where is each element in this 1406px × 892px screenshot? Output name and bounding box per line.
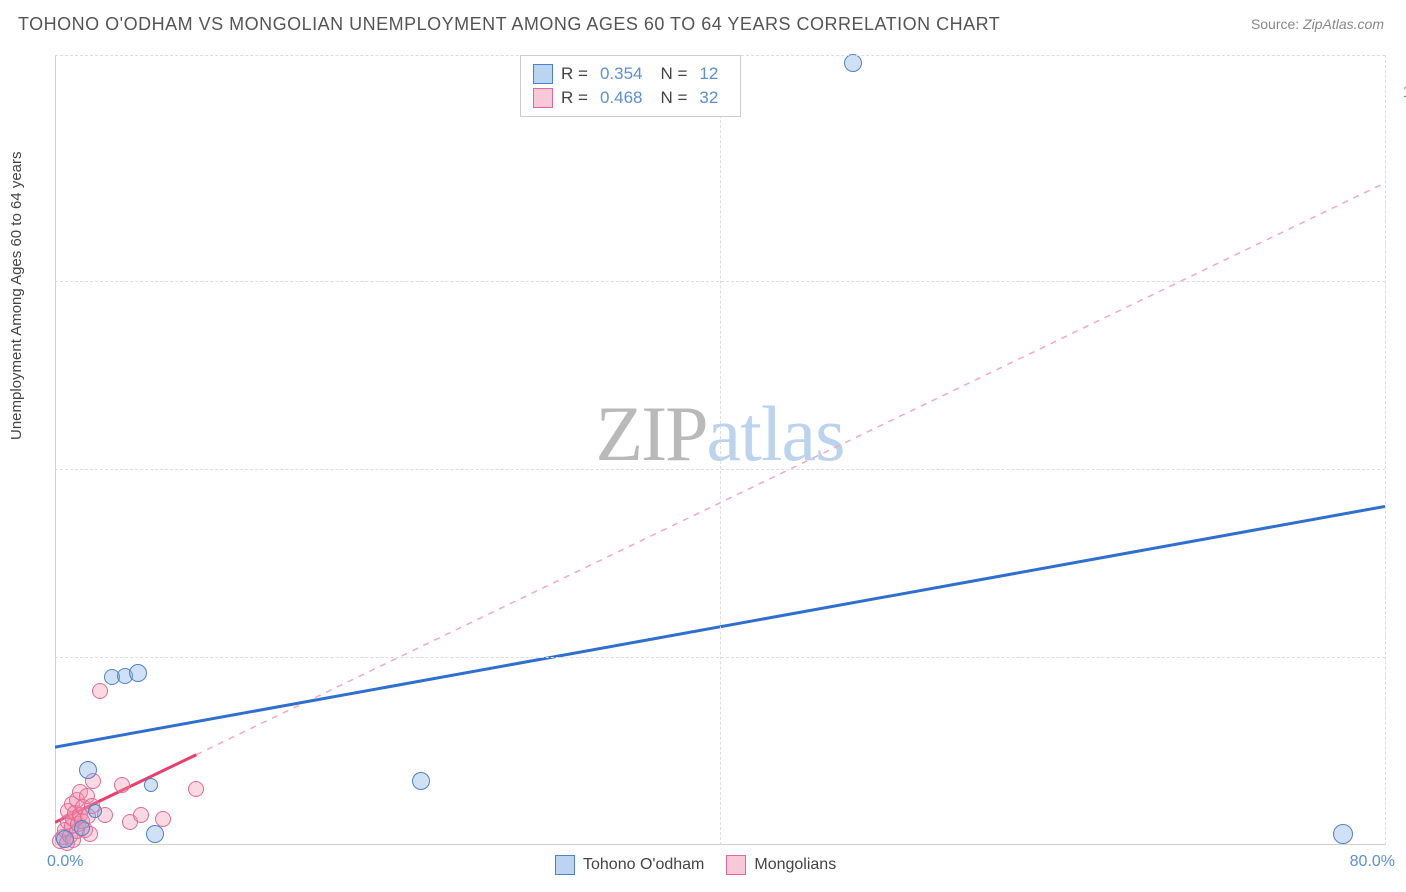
data-point: [412, 772, 430, 790]
gridline-v: [720, 55, 721, 845]
legend-row-blue: R = 0.354 N = 12: [533, 62, 728, 86]
data-point: [146, 825, 164, 843]
source-attribution: Source: ZipAtlas.com: [1251, 16, 1384, 32]
data-point: [1333, 824, 1353, 844]
legend-item-pink: Mongolians: [726, 855, 836, 875]
legend-item-blue: Tohono O'odham: [555, 855, 704, 875]
correlation-legend: R = 0.354 N = 12 R = 0.468 N = 32: [520, 55, 741, 117]
swatch-blue-icon: [555, 855, 575, 875]
swatch-pink-icon: [726, 855, 746, 875]
r-label: R =: [561, 88, 588, 108]
n-value-pink: 32: [699, 88, 718, 108]
x-tick-80: 80.0%: [1350, 853, 1395, 871]
watermark-atlas: atlas: [707, 390, 845, 477]
legend-label-pink: Mongolians: [754, 856, 836, 874]
gridline-v: [1385, 55, 1386, 845]
data-point: [92, 683, 108, 699]
data-point: [88, 804, 102, 818]
legend-row-pink: R = 0.468 N = 32: [533, 86, 728, 110]
source-value: ZipAtlas.com: [1303, 16, 1384, 32]
n-label: N =: [660, 64, 687, 84]
legend-label-blue: Tohono O'odham: [583, 856, 704, 874]
n-value-blue: 12: [699, 64, 718, 84]
data-point: [144, 778, 158, 792]
r-value-blue: 0.354: [600, 64, 643, 84]
r-label: R =: [561, 64, 588, 84]
r-value-pink: 0.468: [600, 88, 643, 108]
data-point: [114, 777, 130, 793]
data-point: [133, 807, 149, 823]
source-label: Source:: [1251, 16, 1299, 32]
data-point: [74, 820, 90, 836]
plot-area: ZIPatlas 25.0%50.0%75.0%100.0% 0.0% 80.0…: [55, 55, 1385, 845]
y-axis-label: Unemployment Among Ages 60 to 64 years: [8, 151, 25, 440]
x-tick-0: 0.0%: [47, 853, 83, 871]
series-legend: Tohono O'odham Mongolians: [555, 855, 836, 875]
data-point: [79, 761, 97, 779]
chart-title: TOHONO O'ODHAM VS MONGOLIAN UNEMPLOYMENT…: [18, 14, 1000, 35]
y-axis-line: [55, 55, 56, 845]
data-point: [188, 781, 204, 797]
data-point: [129, 664, 147, 682]
swatch-pink-icon: [533, 88, 553, 108]
watermark-zip: ZIP: [596, 390, 707, 477]
data-point: [844, 54, 862, 72]
data-point: [56, 830, 74, 848]
swatch-blue-icon: [533, 64, 553, 84]
n-label: N =: [660, 88, 687, 108]
